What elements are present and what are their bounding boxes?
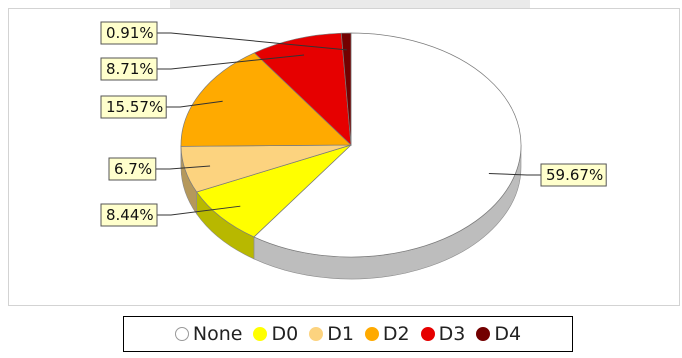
leader-line-d3 [157,54,305,70]
pie-labels: 59.67% 8.44% 6.7% 15.57% 8.71% 0.91% [100,21,607,227]
legend-item-none: None [174,323,243,345]
label-box-d2 [100,95,167,119]
leader-line-d1 [155,165,211,170]
slice-label-d2: 15.57% [106,98,163,116]
legend-dot-d3-icon [420,327,435,341]
label-box-none [540,163,607,187]
pie-slice-d3 [253,32,352,146]
legend-label-none: None [192,323,243,345]
leader-line-d2 [166,100,223,108]
chart-panel: 59.67% 8.44% 6.7% 15.57% 8.71% 0.91% [8,8,680,306]
legend-label-d0: D0 [271,323,299,345]
legend-dot-none-icon [174,327,189,341]
leader-line-none [488,172,541,176]
legend-dot-d2-icon [364,327,379,341]
legend-item-d3: D3 [420,323,466,345]
legend-item-d1: D1 [309,323,354,345]
pie-slice-d4 [340,32,352,146]
pie-top-faces [180,32,522,258]
legend-dot-d0-icon [253,327,268,341]
leader-line-d0 [157,205,241,216]
pie-slice-none [253,32,522,258]
legend-label-d4: D4 [494,323,522,345]
pie-slice-d0 [196,144,352,238]
slice-label-d1: 6.7% [114,160,152,178]
title-strip [170,0,530,8]
leader-line-d4 [157,32,347,51]
legend-label-d1: D1 [327,323,354,345]
slice-label-d4: 0.91% [106,24,154,42]
legend-item-d4: D4 [476,323,521,345]
label-box-d1 [108,157,157,181]
pie-slice-d2 [180,52,352,147]
legend-label-d2: D2 [382,323,410,345]
legend-label-d3: D3 [438,323,466,345]
label-box-d3 [100,57,158,81]
slice-label-d0: 8.44% [106,206,154,224]
legend-dot-d1-icon [309,327,324,341]
slice-label-none: 59.67% [546,166,603,184]
legend-item-d2: D2 [364,323,410,345]
legend-item-d0: D0 [253,323,298,345]
slice-label-d3: 8.71% [106,60,154,78]
legend-dot-d4-icon [476,327,491,341]
pie-chart: 59.67% 8.44% 6.7% 15.57% 8.71% 0.91% [100,21,607,280]
label-box-d0 [100,203,158,227]
label-box-d4 [100,21,158,45]
chart-legend: None D0 D1 D2 D3 D4 [123,316,573,352]
